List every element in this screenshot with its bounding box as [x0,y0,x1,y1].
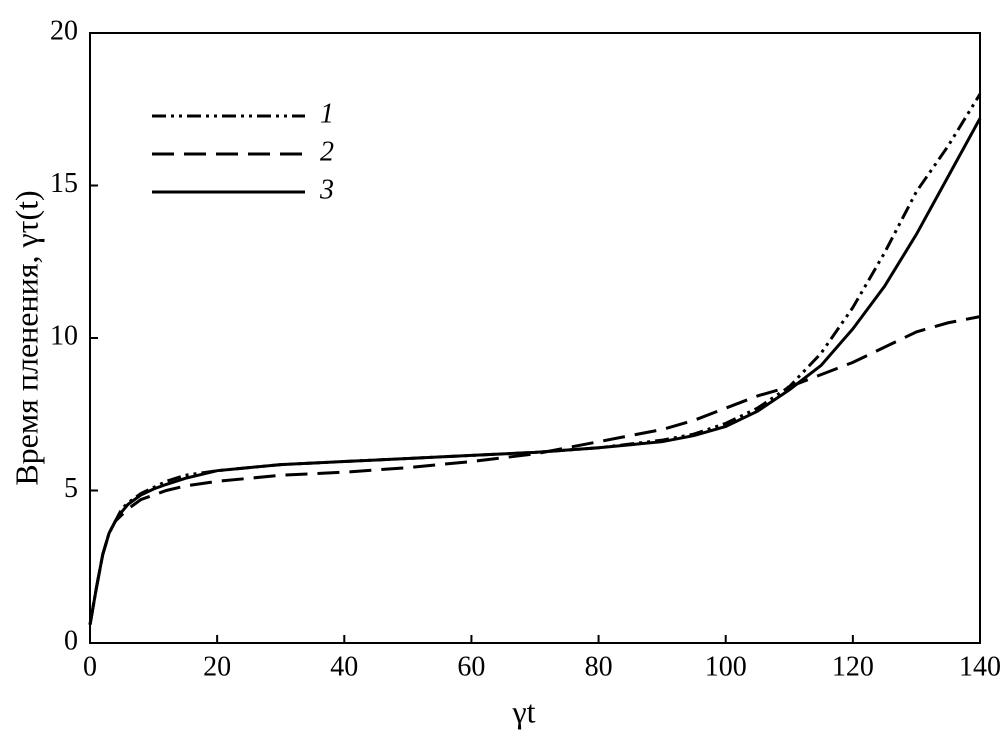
legend-label: 1 [320,98,334,129]
x-tick-label: 0 [83,651,97,682]
x-tick-label: 140 [959,651,1001,682]
x-tick-label: 40 [330,651,358,682]
x-tick-label: 100 [705,651,747,682]
y-axis-label: Время пленения, γτ(t) [8,190,44,485]
y-tick-label: 0 [64,625,78,656]
series-line [88,117,982,625]
x-tick-label: 80 [585,651,613,682]
legend-label: 2 [320,136,334,167]
legend-label: 3 [319,174,334,205]
y-tick-label: 15 [50,168,78,199]
x-tick-label: 120 [832,651,874,682]
y-tick-label: 20 [50,15,78,46]
series-line [88,93,982,625]
y-tick-label: 5 [64,473,78,504]
x-axis-label: γt [511,693,535,729]
x-tick-label: 60 [457,651,485,682]
y-tick-label: 10 [50,320,78,351]
x-tick-label: 20 [203,651,231,682]
